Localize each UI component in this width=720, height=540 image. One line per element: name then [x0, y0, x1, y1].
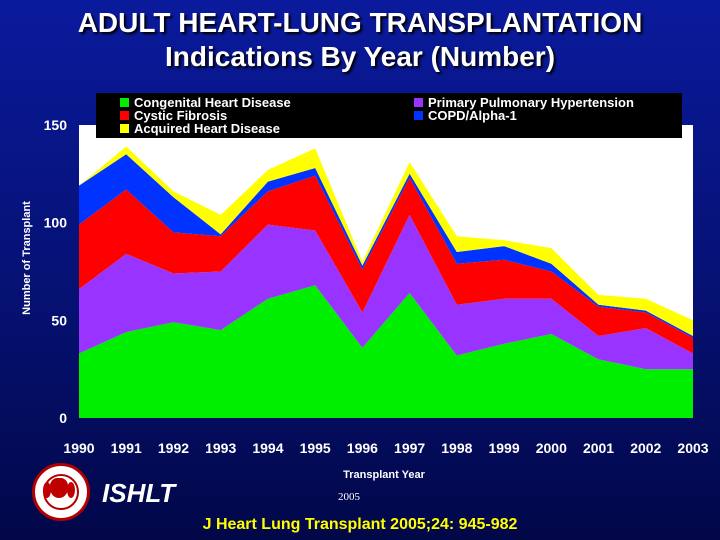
x-tick-label: 1996: [347, 440, 378, 456]
heart-icon: [50, 478, 68, 498]
y-tick-label: 100: [44, 215, 68, 231]
x-axis-label: Transplant Year: [343, 469, 425, 481]
x-tick-label: 2000: [536, 440, 567, 456]
lung-icon: [43, 482, 51, 498]
y-axis-label: Number of Transplant: [21, 201, 33, 315]
series-area-acquired-heart-disease: [79, 146, 693, 336]
x-tick-label: 2003: [677, 440, 708, 456]
chart-title-line2: Indications By Year (Number): [164, 41, 556, 72]
y-tick-label: 50: [51, 312, 67, 328]
x-tick-label: 1991: [111, 440, 142, 456]
citation: J Heart Lung Transplant 2005;24: 945-982: [202, 516, 518, 533]
legend-swatch: [414, 111, 423, 120]
series-area-congenital-heart-disease: [79, 285, 693, 418]
year-note: 2005: [338, 491, 360, 503]
lung-icon: [67, 482, 75, 498]
x-tick-label: 1993: [205, 440, 236, 456]
x-tick-label: 1998: [441, 440, 472, 456]
ishlt-seal-logo: [32, 463, 90, 521]
series-areas: [79, 146, 693, 418]
y-tick-label: 0: [59, 410, 67, 426]
x-tick-label: 1995: [300, 440, 331, 456]
x-tick-label: 2001: [583, 440, 614, 456]
x-tick-label: 1990: [63, 440, 94, 456]
y-axis: 0 50 100 150: [44, 117, 68, 426]
chart-title-line1: ADULT HEART-LUNG TRANSPLANTATION: [77, 7, 643, 38]
legend-swatch: [414, 98, 423, 107]
x-tick-label: 2002: [630, 440, 661, 456]
x-tick-label: 1997: [394, 440, 425, 456]
legend-swatch: [120, 98, 129, 107]
legend-swatch: [120, 111, 129, 120]
x-tick-label: 1992: [158, 440, 189, 456]
legend-label: Acquired Heart Disease: [134, 121, 280, 136]
x-tick-label: 1999: [488, 440, 519, 456]
series-area-copd-alpha-1: [79, 154, 693, 338]
legend-box: [96, 93, 682, 138]
series-area-primary-pulmonary-hypertension: [79, 214, 693, 370]
ishlt-logo-text: ISHLT: [102, 478, 176, 508]
legend-swatch: [120, 124, 129, 133]
chart-title: ADULT HEART-LUNG TRANSPLANTATION Indicat…: [0, 6, 720, 74]
legend: Congenital Heart Disease Primary Pulmonar…: [96, 93, 682, 138]
legend-label: Primary Pulmonary Hypertension: [428, 95, 634, 110]
series-area-cystic-fibrosis: [79, 175, 693, 354]
x-tick-label: 1994: [252, 440, 283, 456]
y-tick-label: 150: [44, 117, 68, 133]
legend-label: Cystic Fibrosis: [134, 108, 227, 123]
legend-label: Congenital Heart Disease: [134, 95, 291, 110]
x-axis: 1990 1991 1992 1993 1994 1995 1996 1997 1998 1999…: [63, 440, 708, 456]
legend-label: COPD/Alpha-1: [428, 108, 517, 123]
